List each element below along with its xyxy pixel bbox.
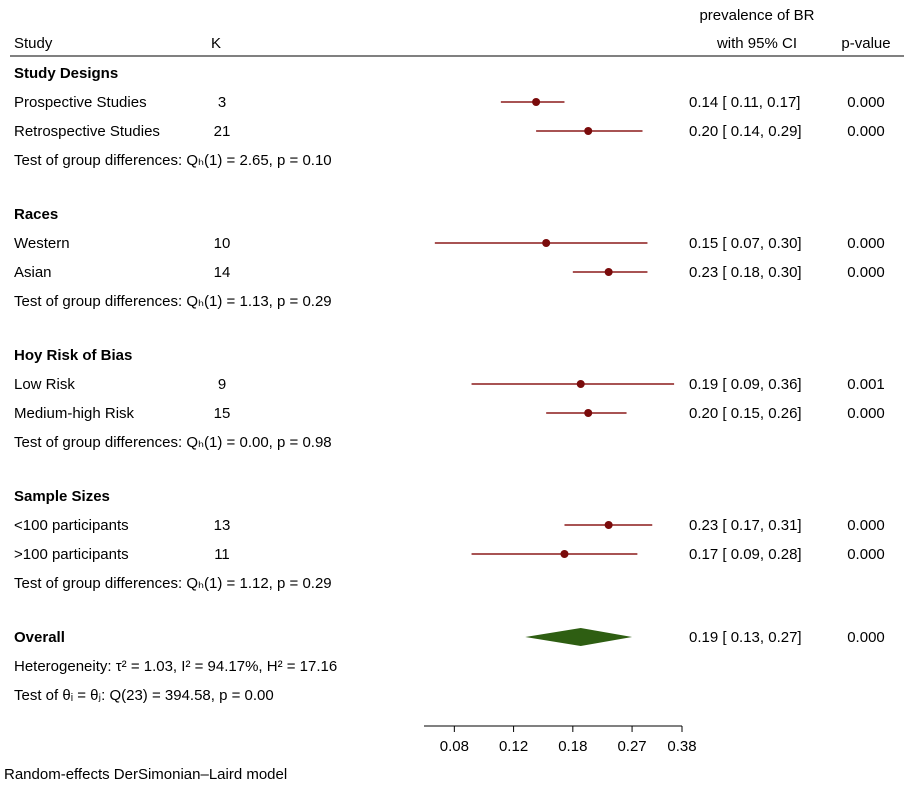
- header-pvalue: p-value: [841, 35, 890, 52]
- header-effect-line2: with 95% CI: [716, 35, 797, 52]
- study-k: 3: [218, 94, 226, 111]
- study-label: Retrospective Studies: [14, 123, 160, 140]
- study-label: >100 participants: [14, 546, 129, 563]
- header-k: K: [211, 35, 221, 52]
- group-heading: Hoy Risk of Bias: [14, 347, 132, 364]
- point-estimate: [584, 127, 593, 135]
- group-difference-test: Test of group differences: Qₕ(1) = 1.13,…: [14, 293, 332, 310]
- x-tick-label: 0.27: [617, 738, 646, 755]
- study-label: Asian: [14, 264, 52, 281]
- p-value: 0.000: [847, 517, 885, 534]
- study-k: 10: [214, 235, 231, 252]
- x-axis: 0.08 0.12 0.18 0.27 0.38: [424, 725, 697, 755]
- p-value: 0.000: [847, 546, 885, 563]
- group-difference-test: Test of group differences: Qₕ(1) = 2.65,…: [14, 152, 332, 169]
- ci-text: 0.23 [ 0.17, 0.31]: [689, 517, 802, 534]
- study-label: Low Risk: [14, 376, 75, 393]
- ci-text: 0.23 [ 0.18, 0.30]: [689, 264, 802, 281]
- study-k: 14: [214, 264, 231, 281]
- p-value: 0.000: [847, 264, 885, 281]
- p-value: 0.000: [847, 405, 885, 422]
- x-tick-label: 0.38: [667, 738, 696, 755]
- study-k: 21: [214, 123, 231, 140]
- ci-text: 0.20 [ 0.15, 0.26]: [689, 405, 802, 422]
- study-k: 9: [218, 376, 226, 393]
- group-heading: Races: [14, 206, 58, 223]
- header-effect-line1: prevalence of BR: [699, 7, 814, 24]
- header-study: Study: [14, 35, 53, 52]
- point-estimate: [542, 239, 551, 247]
- heterogeneity-note: Heterogeneity: τ² = 1.03, I² = 94.17%, H…: [14, 658, 337, 675]
- study-k: 13: [214, 517, 231, 534]
- ci-text: 0.19 [ 0.09, 0.36]: [689, 376, 802, 393]
- p-value: 0.000: [847, 235, 885, 252]
- group-heading: Sample Sizes: [14, 488, 110, 505]
- point-estimate: [560, 550, 569, 558]
- x-tick-label: 0.08: [440, 738, 469, 755]
- study-label: Prospective Studies: [14, 94, 147, 111]
- rows-layer: Study Designs Prospective Studies 3 0.14 [ …: [14, 65, 885, 704]
- group-difference-test: Test of group differences: Qₕ(1) = 0.00,…: [14, 434, 332, 451]
- p-value: 0.001: [847, 376, 885, 393]
- p-value: 0.000: [847, 629, 885, 646]
- ci-text: 0.14 [ 0.11, 0.17]: [689, 94, 800, 111]
- point-estimate: [604, 521, 613, 529]
- ci-text: 0.19 [ 0.13, 0.27]: [689, 629, 802, 646]
- point-estimate: [532, 98, 541, 106]
- x-tick-label: 0.18: [558, 738, 587, 755]
- heterogeneity-note: Test of θᵢ = θⱼ: Q(23) = 394.58, p = 0.0…: [14, 687, 274, 704]
- study-label: <100 participants: [14, 517, 129, 534]
- overall-diamond: [525, 628, 633, 646]
- point-estimate: [584, 409, 593, 417]
- point-estimate: [604, 268, 613, 276]
- study-label: Western: [14, 235, 70, 252]
- study-label: Medium-high Risk: [14, 405, 135, 422]
- study-k: 11: [214, 546, 230, 563]
- point-estimate: [576, 380, 585, 388]
- group-heading: Study Designs: [14, 65, 118, 82]
- model-note: Random-effects DerSimonian–Laird model: [4, 766, 287, 783]
- p-value: 0.000: [847, 123, 885, 140]
- study-k: 15: [214, 405, 231, 422]
- p-value: 0.000: [847, 94, 885, 111]
- overall-label: Overall: [14, 629, 65, 646]
- x-axis-ticks: 0.08 0.12 0.18 0.27 0.38: [440, 726, 697, 755]
- ci-text: 0.20 [ 0.14, 0.29]: [689, 123, 802, 140]
- group-difference-test: Test of group differences: Qₕ(1) = 1.12,…: [14, 575, 332, 592]
- x-tick-label: 0.12: [499, 738, 528, 755]
- ci-text: 0.15 [ 0.07, 0.30]: [689, 235, 802, 252]
- ci-text: 0.17 [ 0.09, 0.28]: [689, 546, 802, 563]
